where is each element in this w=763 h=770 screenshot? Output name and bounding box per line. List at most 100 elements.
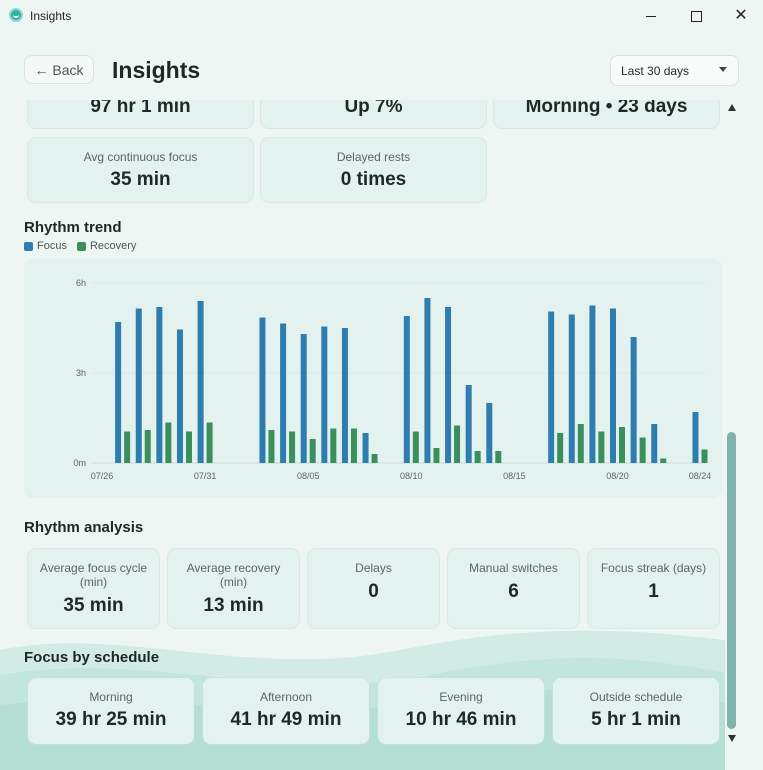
focus-bar[interactable] <box>197 301 204 463</box>
page-title: Insights <box>112 57 201 83</box>
analysis-label: Average focus cycle (min) <box>39 561 148 589</box>
date-range-select[interactable]: Last 30 days <box>610 55 739 86</box>
recovery-bar[interactable] <box>371 454 378 463</box>
focus-bar[interactable] <box>176 329 183 464</box>
minimize-icon <box>646 15 656 17</box>
delayed-rests-value: 0 times <box>340 169 407 190</box>
analysis-label: Delays <box>355 561 392 575</box>
legend-recovery[interactable]: Recovery <box>76 240 137 252</box>
recovery-bar[interactable] <box>619 427 626 463</box>
analysis-value: 35 min <box>63 595 124 616</box>
scroll-thumb[interactable] <box>727 432 736 729</box>
app-logo-icon <box>9 8 23 22</box>
schedule-card-afternoon: Afternoon 41 hr 49 min <box>203 678 369 744</box>
focus-bar[interactable] <box>568 314 575 464</box>
focus-bar[interactable] <box>135 308 142 464</box>
focus-bar[interactable] <box>465 385 472 463</box>
focus-bar[interactable] <box>589 305 596 464</box>
recovery-bar[interactable] <box>454 425 461 464</box>
back-button[interactable]: ← Back <box>24 55 94 84</box>
schedule-label: Outside schedule <box>589 690 683 704</box>
delayed-rests-card: Delayed rests 0 times <box>261 138 486 202</box>
focus-swatch <box>24 241 33 251</box>
scroll-up-arrow-icon[interactable] <box>728 104 736 111</box>
focus-bar[interactable] <box>300 334 307 463</box>
focus-bar[interactable] <box>651 424 658 463</box>
trend-card: Up 7% <box>261 100 486 128</box>
chevron-down-icon <box>719 67 727 72</box>
x-tick-label: 08/20 <box>606 471 629 481</box>
y-tick-label: 3h <box>76 368 86 378</box>
recovery-bar[interactable] <box>557 433 564 463</box>
recovery-bar[interactable] <box>660 458 667 464</box>
recovery-bar[interactable] <box>701 449 708 464</box>
minimize-button[interactable] <box>628 0 674 32</box>
close-icon: ✕ <box>734 7 748 24</box>
x-tick-label: 08/24 <box>689 471 712 481</box>
focus-bar[interactable] <box>341 328 348 463</box>
recovery-swatch <box>76 241 86 251</box>
focus-bar[interactable] <box>692 412 699 463</box>
focus-bar[interactable] <box>156 307 163 463</box>
analysis-label: Focus streak (days) <box>600 561 707 575</box>
schedule-value: 41 hr 49 min <box>230 709 342 730</box>
analysis-value: 0 <box>368 581 379 602</box>
recovery-bar[interactable] <box>124 431 131 464</box>
y-tick-label: 6h <box>76 278 86 288</box>
recovery-bar[interactable] <box>144 430 151 463</box>
maximize-button[interactable] <box>673 0 719 32</box>
recovery-bar[interactable] <box>165 422 172 464</box>
recovery-bar[interactable] <box>185 431 192 464</box>
vertical-scrollbar[interactable] <box>725 100 739 748</box>
focus-bar[interactable] <box>630 337 637 463</box>
y-tick-label: 0m <box>73 458 86 468</box>
recovery-bar[interactable] <box>598 431 605 464</box>
focus-bar[interactable] <box>280 323 287 464</box>
recovery-bar[interactable] <box>350 428 357 464</box>
recovery-bar[interactable] <box>474 451 481 463</box>
schedule-card-morning: Morning 39 hr 25 min <box>28 678 194 744</box>
focus-bar[interactable] <box>445 307 452 463</box>
avg-focus-card: Avg continuous focus 35 min <box>28 138 253 202</box>
recovery-bar[interactable] <box>330 428 337 464</box>
maximize-icon <box>690 10 702 22</box>
chart-legend: Focus Recovery <box>24 240 136 252</box>
analysis-label: Manual switches <box>469 561 558 575</box>
focus-bar[interactable] <box>115 322 122 463</box>
scroll-down-arrow-icon[interactable] <box>728 735 736 742</box>
window-title: Insights <box>30 9 72 23</box>
legend-focus[interactable]: Focus <box>24 240 67 252</box>
close-button[interactable]: ✕ <box>718 0 763 32</box>
focus-bar[interactable] <box>259 317 266 464</box>
focus-bar[interactable] <box>486 403 493 463</box>
focus-bar[interactable] <box>321 326 328 464</box>
insights-scroll-area[interactable]: 97 hr 1 min Up 7% Morning • 23 days Avg … <box>0 100 725 770</box>
legend-focus-label: Focus <box>37 240 67 252</box>
legend-recovery-label: Recovery <box>89 240 137 252</box>
rhythm-trend-title: Rhythm trend <box>24 219 122 236</box>
schedule-label: Morning <box>89 690 133 704</box>
analysis-card-manual-switches: Manual switches 6 <box>448 549 579 628</box>
recovery-bar[interactable] <box>206 422 213 464</box>
focus-bar[interactable] <box>424 298 431 463</box>
recovery-bar[interactable] <box>412 431 419 464</box>
recovery-bar[interactable] <box>289 431 296 464</box>
focus-bar[interactable] <box>548 311 555 464</box>
trend-value: Up 7% <box>344 100 403 117</box>
title-bar: Insights ✕ <box>0 0 763 32</box>
recovery-bar[interactable] <box>433 448 440 463</box>
focus-bar[interactable] <box>403 316 410 463</box>
focus-bar[interactable] <box>610 308 617 464</box>
focus-bar[interactable] <box>362 433 369 463</box>
schedule-card-evening: Evening 10 hr 46 min <box>378 678 544 744</box>
best-time-card: Morning • 23 days <box>494 100 719 128</box>
analysis-value: 1 <box>648 581 659 602</box>
recovery-bar[interactable] <box>309 439 316 463</box>
recovery-bar[interactable] <box>495 451 502 463</box>
recovery-bar[interactable] <box>639 437 646 464</box>
schedule-card-outside: Outside schedule 5 hr 1 min <box>553 678 719 744</box>
page-header: ← Back Insights Last 30 days <box>0 32 763 100</box>
recovery-bar[interactable] <box>268 430 275 463</box>
rhythm-trend-chart[interactable]: 0m 3h 6h 07/26 07/31 08/05 08/10 08/15 08/20 08/2… <box>24 259 722 498</box>
recovery-bar[interactable] <box>577 424 584 463</box>
